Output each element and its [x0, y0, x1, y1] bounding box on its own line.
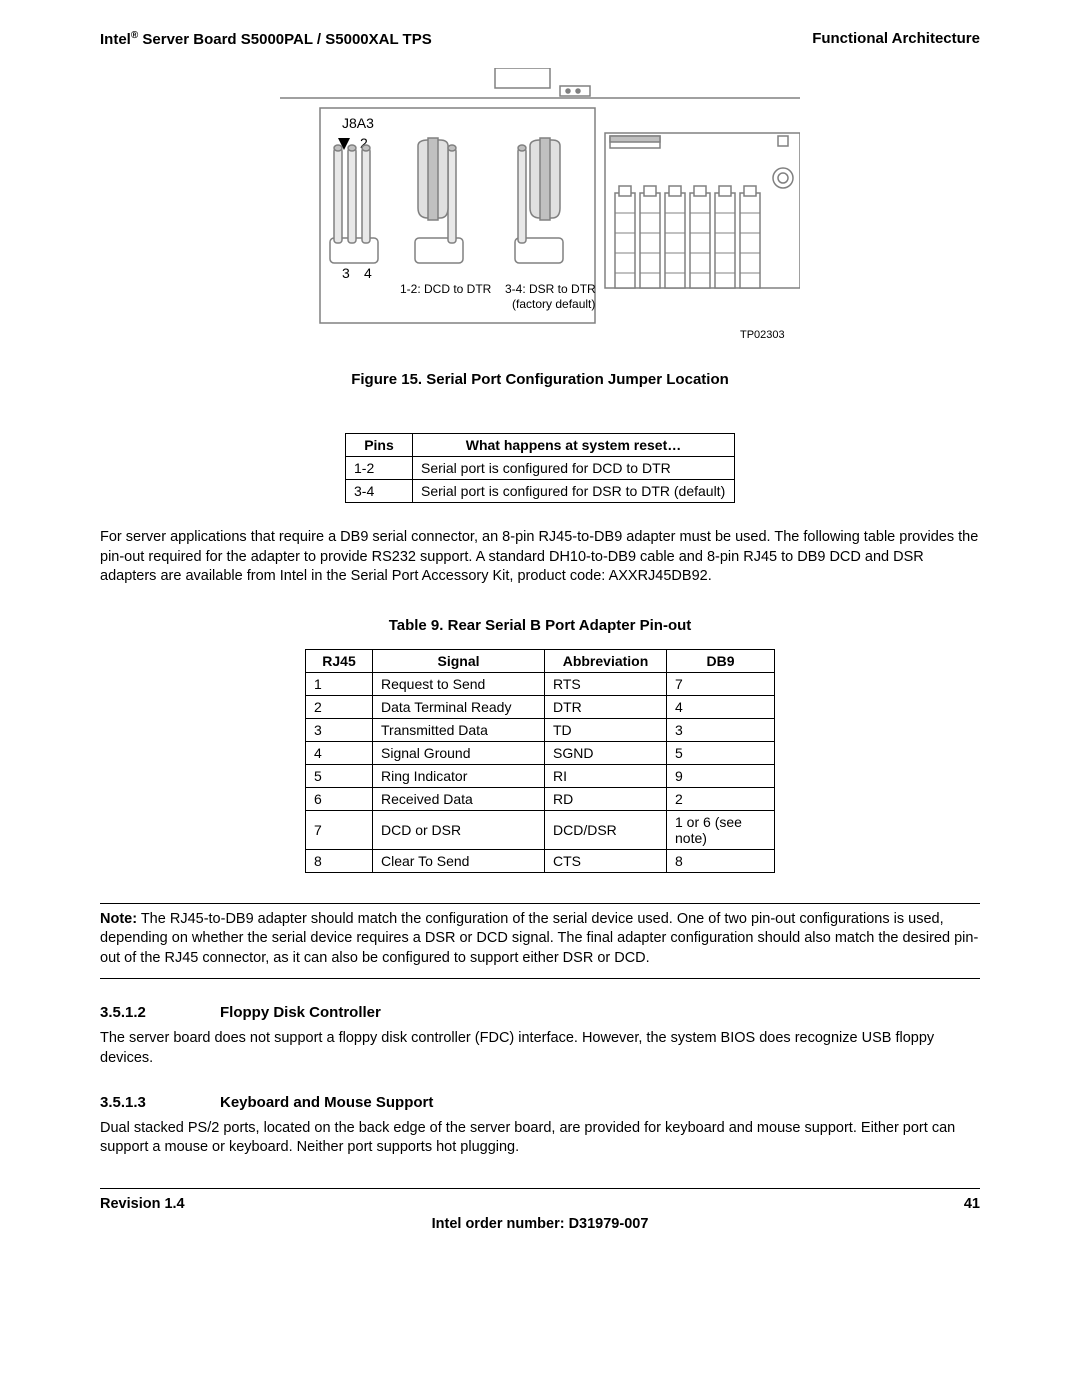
table-row: 6Received DataRD2 [306, 787, 775, 810]
cell: Serial port is configured for DCD to DTR [413, 457, 735, 480]
table-row: 7DCD or DSRDCD/DSR1 or 6 (see note) [306, 810, 775, 849]
cell: TD [545, 718, 667, 741]
cell: 6 [306, 787, 373, 810]
cell: 4 [667, 695, 775, 718]
section-title: Keyboard and Mouse Support [220, 1094, 433, 1111]
figure-caption: Figure 15. Serial Port Configuration Jum… [100, 371, 980, 388]
table-row: 8Clear To SendCTS8 [306, 849, 775, 872]
cell: 5 [667, 741, 775, 764]
cell: Signal Ground [373, 741, 545, 764]
section-title: Floppy Disk Controller [220, 1004, 381, 1021]
svg-text:1-2: DCD to DTR: 1-2: DCD to DTR [400, 282, 492, 296]
header-left: Intel® Server Board S5000PAL / S5000XAL … [100, 30, 432, 48]
cell: Serial port is configured for DSR to DTR… [413, 480, 735, 503]
section2-text: Dual stacked PS/2 ports, located on the … [100, 1119, 980, 1158]
svg-text:3-4: DSR to DTR: 3-4: DSR to DTR [505, 282, 596, 296]
rule-top [100, 903, 980, 904]
table2-caption: Table 9. Rear Serial B Port Adapter Pin-… [100, 617, 980, 634]
pinout-table: RJ45 Signal Abbreviation DB9 1Request to… [305, 649, 775, 873]
svg-text:TP02303: TP02303 [740, 329, 785, 341]
table-row: 2Data Terminal ReadyDTR4 [306, 695, 775, 718]
cell: 7 [667, 672, 775, 695]
col-rj45: RJ45 [306, 649, 373, 672]
header-left-prefix: Intel [100, 31, 131, 48]
header-right: Functional Architecture [812, 30, 980, 48]
cell: 9 [667, 764, 775, 787]
note-label: Note: [100, 911, 137, 927]
cell: RD [545, 787, 667, 810]
cell: Ring Indicator [373, 764, 545, 787]
section-heading-2: 3.5.1.3 Keyboard and Mouse Support [100, 1094, 980, 1111]
svg-text:J8A3: J8A3 [342, 115, 374, 131]
col-desc: What happens at system reset… [413, 434, 735, 457]
note-paragraph: Note: The RJ45-to-DB9 adapter should mat… [100, 910, 980, 969]
cell: 3 [667, 718, 775, 741]
cell: 1-2 [346, 457, 413, 480]
svg-text:4: 4 [364, 265, 372, 281]
paragraph-1: For server applications that require a D… [100, 528, 980, 587]
cell: Data Terminal Ready [373, 695, 545, 718]
section1-text: The server board does not support a flop… [100, 1029, 980, 1068]
col-db9: DB9 [667, 649, 775, 672]
section-num: 3.5.1.2 [100, 1004, 220, 1021]
cell: 4 [306, 741, 373, 764]
cell: DCD/DSR [545, 810, 667, 849]
pins-table: Pins What happens at system reset… 1-2 S… [345, 433, 735, 503]
footer-right: 41 [964, 1196, 980, 1212]
footer-center: Intel order number: D31979-007 [100, 1216, 980, 1232]
jumper-diagram: J8A3 2 3 4 1 [100, 68, 980, 351]
col-abbrev: Abbreviation [545, 649, 667, 672]
cell: 1 [306, 672, 373, 695]
cell: 3-4 [346, 480, 413, 503]
cell: Clear To Send [373, 849, 545, 872]
footer-left: Revision 1.4 [100, 1196, 185, 1212]
cell: 2 [667, 787, 775, 810]
cell: 8 [306, 849, 373, 872]
cell: CTS [545, 849, 667, 872]
table-header-row: RJ45 Signal Abbreviation DB9 [306, 649, 775, 672]
footer-row: Revision 1.4 41 [100, 1196, 980, 1212]
table-row: 4Signal GroundSGND5 [306, 741, 775, 764]
cell: 3 [306, 718, 373, 741]
cell: DCD or DSR [373, 810, 545, 849]
cell: SGND [545, 741, 667, 764]
rule-bottom [100, 978, 980, 979]
cell: RI [545, 764, 667, 787]
cell: Transmitted Data [373, 718, 545, 741]
page-header: Intel® Server Board S5000PAL / S5000XAL … [100, 30, 980, 48]
table-row: 3-4 Serial port is configured for DSR to… [346, 480, 735, 503]
svg-text:(factory default): (factory default) [512, 297, 595, 311]
col-signal: Signal [373, 649, 545, 672]
cell: 5 [306, 764, 373, 787]
header-left-rest: Server Board S5000PAL / S5000XAL TPS [138, 31, 431, 48]
note-text: The RJ45-to-DB9 adapter should match the… [100, 911, 978, 966]
table-row: 3Transmitted DataTD3 [306, 718, 775, 741]
cell: Request to Send [373, 672, 545, 695]
table-row: 1Request to SendRTS7 [306, 672, 775, 695]
section-heading-1: 3.5.1.2 Floppy Disk Controller [100, 1004, 980, 1021]
svg-text:3: 3 [342, 265, 350, 281]
footer-rule [100, 1188, 980, 1189]
table-row: 5Ring IndicatorRI9 [306, 764, 775, 787]
cell: 8 [667, 849, 775, 872]
cell: RTS [545, 672, 667, 695]
cell: 7 [306, 810, 373, 849]
cell: 2 [306, 695, 373, 718]
cell: 1 or 6 (see note) [667, 810, 775, 849]
cell: Received Data [373, 787, 545, 810]
table-header-row: Pins What happens at system reset… [346, 434, 735, 457]
cell: DTR [545, 695, 667, 718]
section-num: 3.5.1.3 [100, 1094, 220, 1111]
col-pins: Pins [346, 434, 413, 457]
table-row: 1-2 Serial port is configured for DCD to… [346, 457, 735, 480]
